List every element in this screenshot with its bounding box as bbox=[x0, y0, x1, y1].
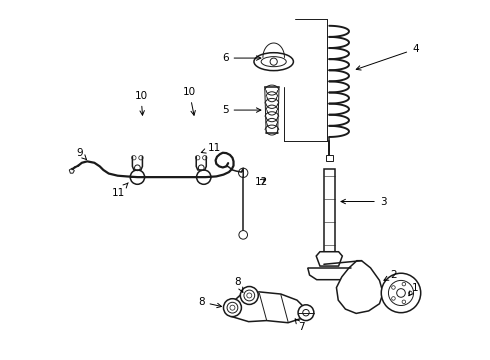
Text: 10: 10 bbox=[183, 87, 196, 115]
Text: 6: 6 bbox=[222, 53, 261, 63]
Circle shape bbox=[223, 299, 242, 317]
Text: 11: 11 bbox=[201, 143, 221, 153]
Circle shape bbox=[202, 156, 207, 160]
Text: 2: 2 bbox=[384, 270, 397, 280]
Text: 3: 3 bbox=[341, 197, 387, 207]
Polygon shape bbox=[316, 252, 343, 266]
Circle shape bbox=[196, 170, 211, 184]
Circle shape bbox=[409, 291, 412, 295]
Ellipse shape bbox=[254, 53, 294, 71]
Circle shape bbox=[240, 287, 258, 305]
Circle shape bbox=[392, 286, 395, 289]
Circle shape bbox=[402, 300, 406, 303]
Text: 8: 8 bbox=[235, 277, 243, 293]
Circle shape bbox=[130, 170, 145, 184]
Text: 12: 12 bbox=[254, 177, 268, 187]
Text: 5: 5 bbox=[222, 105, 261, 115]
Circle shape bbox=[389, 280, 414, 306]
Text: 11: 11 bbox=[112, 183, 128, 198]
Text: 9: 9 bbox=[77, 148, 87, 159]
Circle shape bbox=[196, 156, 200, 160]
Circle shape bbox=[402, 282, 406, 286]
Circle shape bbox=[135, 165, 140, 171]
Circle shape bbox=[230, 305, 235, 310]
Text: 8: 8 bbox=[198, 297, 221, 308]
Circle shape bbox=[303, 310, 309, 316]
Text: 4: 4 bbox=[356, 44, 418, 70]
Bar bbox=[324, 169, 335, 252]
Text: 1: 1 bbox=[409, 283, 418, 296]
Circle shape bbox=[392, 297, 395, 300]
Circle shape bbox=[397, 289, 405, 297]
Circle shape bbox=[298, 305, 314, 320]
Circle shape bbox=[247, 293, 252, 298]
Circle shape bbox=[239, 168, 248, 177]
Polygon shape bbox=[337, 261, 383, 314]
Circle shape bbox=[198, 165, 204, 171]
Circle shape bbox=[381, 273, 421, 313]
Circle shape bbox=[239, 230, 247, 239]
Circle shape bbox=[244, 290, 255, 301]
Ellipse shape bbox=[261, 57, 286, 67]
FancyBboxPatch shape bbox=[326, 155, 333, 161]
Circle shape bbox=[270, 58, 277, 65]
Circle shape bbox=[227, 302, 238, 313]
Text: 7: 7 bbox=[295, 319, 305, 332]
Text: 10: 10 bbox=[134, 91, 147, 115]
Polygon shape bbox=[227, 292, 306, 323]
Circle shape bbox=[132, 156, 136, 160]
Polygon shape bbox=[69, 168, 74, 173]
Circle shape bbox=[139, 156, 143, 160]
